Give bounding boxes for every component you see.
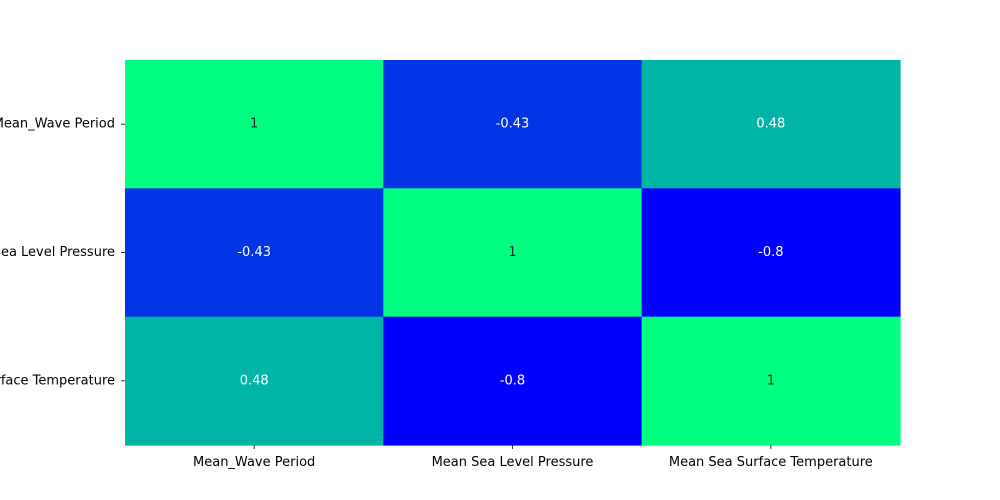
heatmap-cell-r0-c0 — [125, 60, 384, 189]
x-axis: Mean_Wave Period Mean Sea Level Pressure M… — [193, 445, 873, 470]
heatmap-cell-r1-c1 — [383, 188, 643, 318]
heatmap-cell-label-r2-c2: 1 — [767, 373, 775, 388]
heatmap-cell-label-r1-c2: -0.8 — [758, 245, 783, 260]
heatmap-cell-label-r0-c2: 0.48 — [756, 117, 785, 132]
x-tick-label: Mean Sea Level Pressure — [432, 455, 594, 470]
y-tick-label: Mean Sea Level Pressure — [0, 245, 115, 260]
x-tick-label: Mean_Wave Period — [193, 455, 315, 470]
heatmap-cell-label-r1-c1: 1 — [508, 245, 516, 260]
heatmap-cell-label-r2-c1: -0.8 — [500, 373, 525, 388]
heatmap-cell-label-r0-c1: -0.43 — [496, 117, 530, 132]
heatmap-cell-label-r1-c0: -0.43 — [237, 245, 271, 260]
heatmap-cell-label-r2-c0: 0.48 — [240, 373, 269, 388]
y-tick-label: Mean_Wave Period — [0, 117, 115, 132]
heatmap-cell-r0-c1 — [383, 60, 643, 189]
heatmap-cell-label-r0-c0: 1 — [250, 117, 258, 132]
heatmap-cell-r2-c2 — [641, 316, 901, 446]
heatmap-cell-r1-c2 — [641, 188, 901, 318]
heatmap-cell-labels: 1 -0.43 0.48 -0.43 1 -0.8 0.48 -0.8 1 — [237, 117, 785, 389]
heatmap-cell-r2-c1 — [383, 316, 643, 446]
y-axis: Mean_Wave Period Mean Sea Level Pressure M… — [0, 117, 125, 388]
x-tick-label: Mean Sea Surface Temperature — [669, 455, 873, 470]
heatmap-cell-r0-c2 — [641, 60, 901, 189]
heatmap-cells — [125, 60, 901, 446]
y-tick-label: Mean Sea Surface Temperature — [0, 373, 115, 388]
heatmap-cell-r1-c0 — [125, 188, 384, 318]
heatmap-cell-r2-c0 — [125, 316, 384, 446]
